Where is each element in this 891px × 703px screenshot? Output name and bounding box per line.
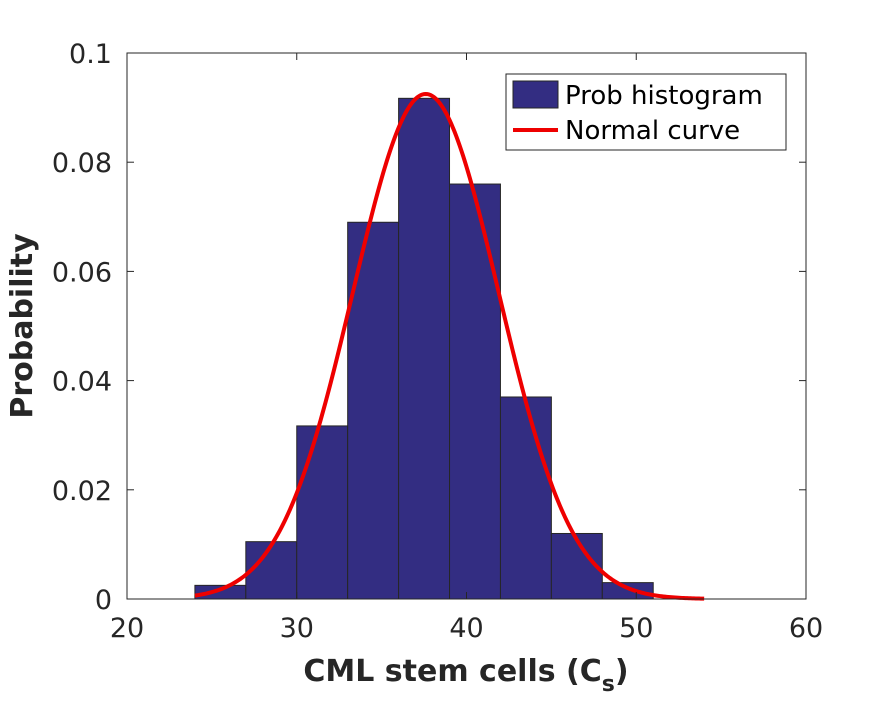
- histogram-bar: [398, 97, 451, 600]
- y-tick-label: 0.02: [52, 476, 112, 507]
- histogram-bar: [449, 183, 501, 600]
- axis-ticks: 20 30 40 50 60 0 0.02 0.04 0.06 0.08 0.1: [52, 39, 823, 644]
- histogram-bars: [194, 97, 654, 600]
- y-tick-label: 0.1: [69, 39, 112, 70]
- legend-histogram-label: Prob histogram: [565, 81, 763, 111]
- y-axis-label: Probability: [5, 233, 40, 419]
- x-axis-label: CML stem cells (Cs): [303, 654, 628, 697]
- legend: Prob histogram Normal curve: [505, 73, 787, 151]
- normal-curve-line: [194, 91, 705, 601]
- y-tick-label: 0.04: [52, 367, 112, 398]
- y-tick-label: 0: [95, 585, 112, 616]
- x-tick-label: 20: [110, 613, 144, 644]
- x-tick-label: 60: [789, 613, 823, 644]
- x-axis-label-main: CML stem cells (C: [303, 654, 601, 689]
- legend-curve-label: Normal curve: [565, 116, 740, 146]
- y-tick-label: 0.08: [52, 148, 112, 179]
- x-axis-label-close: ): [615, 654, 629, 689]
- legend-histogram-swatch: [512, 80, 559, 109]
- x-tick-label: 30: [280, 613, 314, 644]
- histogram-bar: [296, 425, 349, 600]
- histogram-bar: [499, 396, 552, 600]
- histogram-bar: [601, 582, 654, 600]
- y-tick-label: 0.06: [52, 257, 112, 288]
- x-axis-label-subscript: s: [602, 672, 615, 697]
- x-tick-label: 50: [619, 613, 653, 644]
- x-tick-label: 40: [449, 613, 483, 644]
